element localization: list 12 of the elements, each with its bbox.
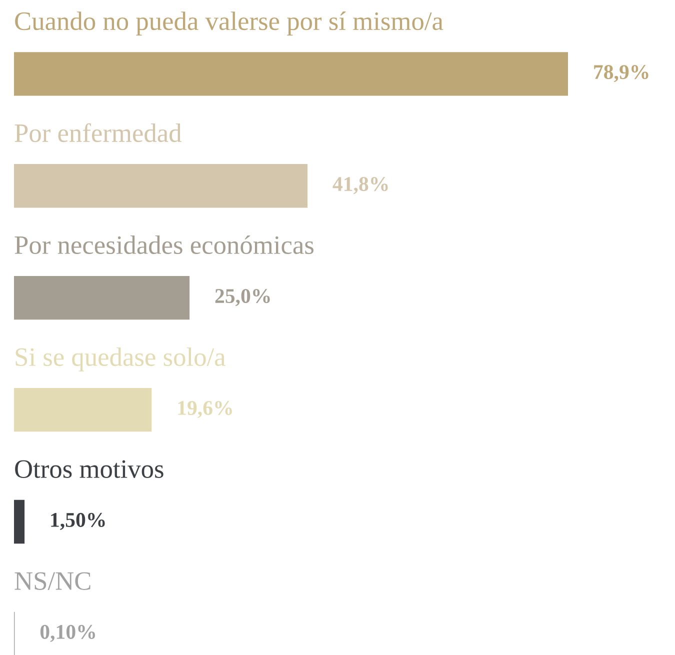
data-label: 41,8% xyxy=(332,177,388,194)
y-tick-label: Si se quedase solo/a xyxy=(16,347,226,372)
y-tick-label: Por necesidades económicas xyxy=(14,235,314,254)
data-label: 78,9% xyxy=(594,65,648,82)
y-tick-label: Otros motivos xyxy=(15,460,164,478)
y-tick-label: NS/NC xyxy=(14,572,90,590)
data-label: 25,0% xyxy=(215,288,270,306)
y-tick-label: Por enfermedad xyxy=(14,123,182,142)
data-label: 0,10% xyxy=(40,624,95,642)
y-tick-label: Cuando no pueda valerse por sí mismo/a xyxy=(15,12,444,36)
data-label: 1,50% xyxy=(51,512,105,530)
data-label: 19,6% xyxy=(178,400,232,418)
